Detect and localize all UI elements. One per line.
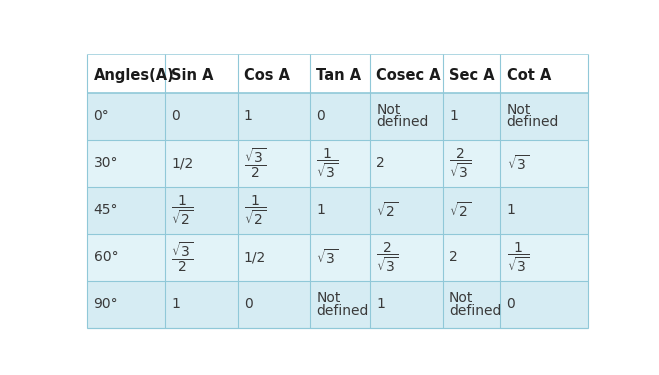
Text: 0: 0 [316,109,325,123]
Bar [165,93,238,140]
Text: 1: 1 [507,203,515,217]
Text: Cot A: Cot A [507,68,551,82]
Text: 1: 1 [316,203,325,217]
Bar [238,281,310,328]
Text: defined: defined [316,303,369,318]
Text: $\sqrt{3}$: $\sqrt{3}$ [316,248,339,267]
Bar [88,93,165,140]
Text: 0: 0 [507,297,515,312]
Bar [370,187,443,234]
Text: Cos A: Cos A [244,68,290,82]
Bar [500,54,588,93]
Bar [165,187,238,234]
Text: $\dfrac{1}{\sqrt{3}}$: $\dfrac{1}{\sqrt{3}}$ [316,147,339,180]
Text: 90°: 90° [94,297,118,312]
Text: $\sqrt{3}$: $\sqrt{3}$ [507,154,529,173]
Text: Tan A: Tan A [316,68,362,82]
Text: 0: 0 [171,109,180,123]
Text: 1: 1 [171,297,180,312]
Bar [370,140,443,187]
Bar [310,140,370,187]
Bar [443,54,500,93]
Bar [500,234,588,281]
Text: 1/2: 1/2 [171,156,194,170]
Text: $\sqrt{2}$: $\sqrt{2}$ [449,201,471,220]
Text: defined: defined [449,303,501,318]
Bar [310,93,370,140]
Text: Not: Not [376,103,401,117]
Text: $\sqrt{2}$: $\sqrt{2}$ [376,201,399,220]
Bar [88,234,165,281]
Bar [500,140,588,187]
Text: 1/2: 1/2 [244,251,266,264]
Bar [500,187,588,234]
Bar [500,93,588,140]
Text: 30°: 30° [94,156,118,170]
Text: $\dfrac{1}{\sqrt{2}}$: $\dfrac{1}{\sqrt{2}}$ [171,194,193,227]
Bar [443,93,500,140]
Text: 2: 2 [376,156,385,170]
Text: 1: 1 [244,109,252,123]
Text: defined: defined [376,115,429,129]
Bar [165,234,238,281]
Bar [165,140,238,187]
Text: Sin A: Sin A [171,68,214,82]
Bar [370,93,443,140]
Bar [310,281,370,328]
Bar [310,54,370,93]
Bar [370,281,443,328]
Text: defined: defined [507,115,559,129]
Bar [238,234,310,281]
Text: 1: 1 [449,109,458,123]
Text: $\dfrac{2}{\sqrt{3}}$: $\dfrac{2}{\sqrt{3}}$ [449,147,471,180]
Bar [165,54,238,93]
Bar [238,140,310,187]
Text: $\dfrac{1}{\sqrt{3}}$: $\dfrac{1}{\sqrt{3}}$ [507,241,529,274]
Text: Not: Not [507,103,531,117]
Bar [88,187,165,234]
Text: 0: 0 [244,297,252,312]
Text: Cosec A: Cosec A [376,68,441,82]
Bar [165,281,238,328]
Bar [88,281,165,328]
Text: Angles(A): Angles(A) [94,68,175,82]
Bar [238,54,310,93]
Bar [500,281,588,328]
Text: Not: Not [449,291,473,305]
Text: $\dfrac{\sqrt{3}}{2}$: $\dfrac{\sqrt{3}}{2}$ [171,241,193,274]
Bar [443,140,500,187]
Bar [238,187,310,234]
Text: $\dfrac{2}{\sqrt{3}}$: $\dfrac{2}{\sqrt{3}}$ [376,241,399,274]
Text: Not: Not [316,291,341,305]
Bar [370,54,443,93]
Text: 2: 2 [449,251,458,264]
Text: 0°: 0° [94,109,109,123]
Text: 60°: 60° [94,251,118,264]
Bar [443,187,500,234]
Text: 45°: 45° [94,203,118,217]
Text: $\dfrac{1}{\sqrt{2}}$: $\dfrac{1}{\sqrt{2}}$ [244,194,266,227]
Bar [88,140,165,187]
Bar [88,54,165,93]
Text: 1: 1 [376,297,386,312]
Bar [310,187,370,234]
Bar [443,281,500,328]
Text: Sec A: Sec A [449,68,495,82]
Bar [443,234,500,281]
Bar [370,234,443,281]
Bar [310,234,370,281]
Bar [238,93,310,140]
Text: $\dfrac{\sqrt{3}}{2}$: $\dfrac{\sqrt{3}}{2}$ [244,147,266,180]
